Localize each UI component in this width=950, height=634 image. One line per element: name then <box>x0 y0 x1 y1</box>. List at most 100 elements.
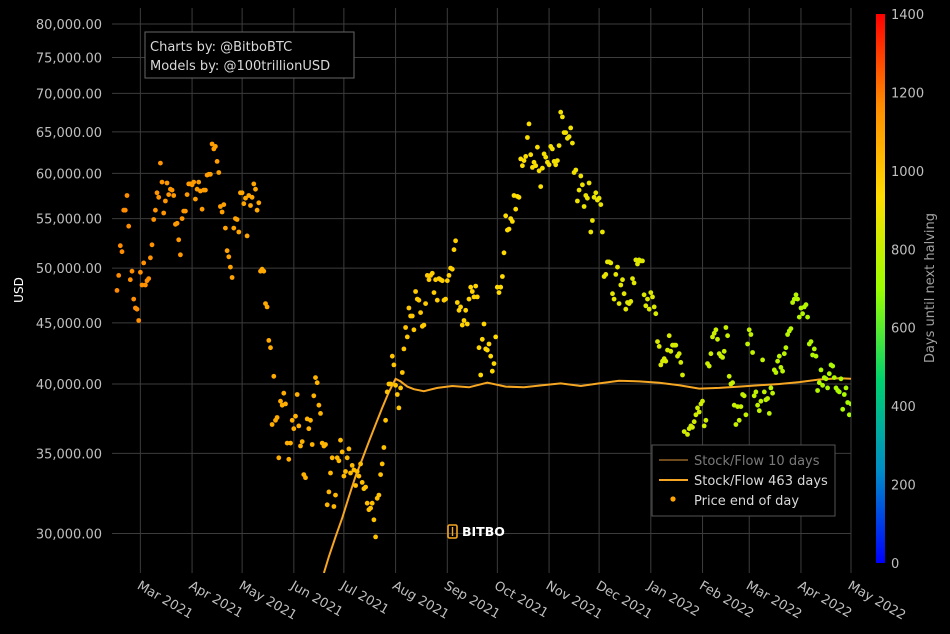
bitbo-logo: BITBO <box>447 524 505 539</box>
price-point <box>353 483 358 488</box>
price-point <box>154 190 160 196</box>
price-point <box>409 313 415 319</box>
price-point <box>635 261 640 267</box>
price-point <box>268 345 273 351</box>
price-point <box>651 304 657 310</box>
price-point <box>164 180 170 186</box>
price-point <box>538 184 544 190</box>
price-point <box>755 402 760 408</box>
price-point <box>741 393 747 399</box>
price-point <box>474 294 480 300</box>
price-point <box>354 469 360 474</box>
price-point <box>236 229 242 235</box>
price-point <box>369 500 375 506</box>
price-point <box>836 389 842 395</box>
price-point <box>653 311 659 317</box>
price-point <box>424 273 430 278</box>
price-point <box>585 195 590 201</box>
price-point <box>846 412 851 418</box>
price-point <box>765 396 770 401</box>
price-point <box>396 405 402 411</box>
price-point <box>346 446 352 452</box>
price-point <box>333 492 338 498</box>
legend-label-sf463[interactable]: Stock/Flow 463 days <box>694 474 828 489</box>
price-point <box>461 318 467 323</box>
price-point <box>513 206 519 212</box>
price-point <box>563 130 569 136</box>
price-point <box>373 534 378 540</box>
price-point <box>560 114 565 120</box>
price-point <box>818 367 824 373</box>
price-point <box>830 363 836 369</box>
y-tick-label: 80,000.00 <box>36 18 102 33</box>
price-point <box>596 195 602 201</box>
price-point <box>838 376 844 382</box>
price-point <box>703 417 709 423</box>
price-point <box>226 254 232 260</box>
price-point <box>696 409 702 415</box>
price-point <box>533 163 539 169</box>
price-point <box>668 348 674 354</box>
price-point <box>286 456 292 462</box>
price-point <box>356 473 362 479</box>
price-point <box>486 341 492 347</box>
price-point <box>479 336 485 342</box>
price-point <box>695 405 700 411</box>
price-point <box>413 289 418 294</box>
price-point <box>793 292 799 298</box>
price-point <box>379 461 385 467</box>
price-point <box>399 370 405 375</box>
colorbar-tick-label: 400 <box>891 400 916 415</box>
price-point <box>336 458 342 464</box>
price-point <box>253 186 258 192</box>
price-point <box>254 207 260 213</box>
price-point <box>783 345 789 351</box>
price-point <box>556 143 562 149</box>
price-point <box>241 201 247 207</box>
price-point <box>278 398 283 404</box>
price-point <box>403 325 408 330</box>
price-point <box>578 173 584 179</box>
price-point <box>216 170 222 175</box>
price-point <box>590 218 595 223</box>
price-point <box>615 264 620 270</box>
price-point <box>458 304 463 310</box>
price-point <box>453 238 458 244</box>
annotation-line-1: Charts by: @BitboBTC <box>150 40 292 55</box>
price-point <box>463 307 469 313</box>
legend-label-sf10[interactable]: Stock/Flow 10 days <box>694 454 820 469</box>
price-point <box>156 194 162 200</box>
price-point <box>451 247 457 253</box>
price-point <box>243 195 248 201</box>
price-point <box>203 187 208 193</box>
legend-label-price[interactable]: Price end of day <box>694 494 799 509</box>
price-point <box>535 144 540 150</box>
price-point <box>676 351 682 357</box>
price-point <box>184 192 190 198</box>
price-point <box>570 140 575 146</box>
price-point <box>473 283 479 289</box>
price-point <box>823 376 829 382</box>
stock-flow-463-line <box>322 377 851 573</box>
price-point <box>221 202 227 208</box>
price-point <box>468 284 474 290</box>
price-point <box>159 179 165 185</box>
price-point <box>633 257 639 263</box>
price-point <box>134 306 140 312</box>
price-point <box>114 288 120 293</box>
price-point <box>796 314 802 320</box>
price-point <box>778 365 784 370</box>
price-point <box>274 415 280 420</box>
price-point <box>528 152 534 158</box>
price-point <box>776 353 782 359</box>
price-point <box>323 442 328 447</box>
price-point <box>646 306 652 312</box>
price-point <box>153 207 158 213</box>
price-point <box>481 321 487 327</box>
price-point <box>501 250 507 256</box>
price-point <box>725 333 730 339</box>
price-point <box>811 346 817 352</box>
price-point <box>248 203 253 208</box>
price-point <box>224 248 230 254</box>
price-point <box>503 213 509 219</box>
